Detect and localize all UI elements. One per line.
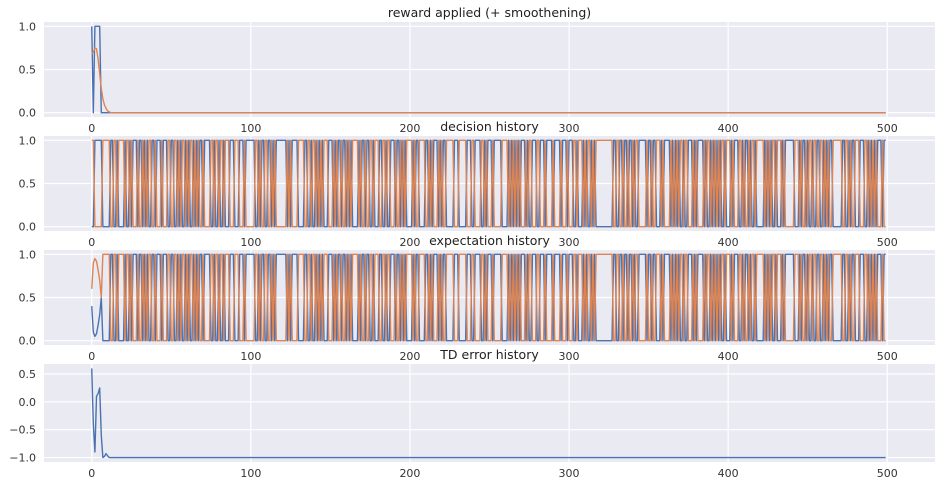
panel-decision-ytick-label: 0.0 <box>19 221 37 234</box>
panel-td-error-xtick-label: 500 <box>877 467 898 480</box>
panel-expectation-xtick-label: 0 <box>88 350 95 363</box>
panel-td-error-series-blue-line <box>91 368 886 459</box>
panel-td-error-lines <box>91 368 886 459</box>
panel-decision-lines <box>91 139 886 228</box>
panel-td-error-ytick-label: −1.0 <box>9 452 36 465</box>
panel-expectation-xtick-label: 400 <box>718 350 739 363</box>
panel-expectation-series-blue-line <box>91 253 886 342</box>
panel-reward-xtick-label: 100 <box>240 122 261 135</box>
panel-expectation-xtick-label: 200 <box>399 350 420 363</box>
panel-reward-yticks: 0.0 0.5 1.0 <box>19 20 37 119</box>
panel-td-error-xtick-label: 400 <box>718 467 739 480</box>
panel-td-error-ytick-label: −0.5 <box>9 424 36 437</box>
panel-reward-xtick-label: 0 <box>88 122 95 135</box>
panel-reward-xtick-label: 400 <box>718 122 739 135</box>
panel-decision-title: decision history <box>440 119 539 134</box>
panel-reward-ytick-label: 0.5 <box>19 64 37 77</box>
panel-decision-xtick-label: 0 <box>88 236 95 249</box>
panel-td-error-xtick-label: 200 <box>399 467 420 480</box>
panel-expectation-xtick-label: 100 <box>240 350 261 363</box>
panel-td-error-ytick-label: 0.0 <box>19 396 37 409</box>
panel-expectation-xticks: 0 100 200 300 400 500 <box>88 350 898 363</box>
panel-reward-xtick-label: 300 <box>559 122 580 135</box>
panel-reward: 0.0 0.5 1.0 0 100 200 300 400 500 reward applie… <box>19 5 935 135</box>
panel-reward-lines <box>91 25 886 114</box>
panel-decision-ytick-label: 0.5 <box>19 178 37 191</box>
panel-td-error-yticks: −1.0 −0.5 0.0 0.5 <box>9 368 36 465</box>
panel-decision-xtick-label: 500 <box>877 236 898 249</box>
panel-decision-xtick-label: 100 <box>240 236 261 249</box>
panel-reward-ytick-label: 0.0 <box>19 107 37 120</box>
panel-expectation-xtick-label: 500 <box>877 350 898 363</box>
panel-decision-xtick-label: 400 <box>718 236 739 249</box>
panel-decision-xticks: 0 100 200 300 400 500 <box>88 236 898 249</box>
panel-expectation-ytick-label: 0.0 <box>19 335 37 348</box>
panel-reward-xticks: 0 100 200 300 400 500 <box>88 122 898 135</box>
panel-td-error-xticks: 0 100 200 300 400 500 <box>88 467 898 480</box>
panel-expectation-series-orange-line <box>91 253 886 342</box>
panel-reward-series-orange-line <box>91 47 886 114</box>
panel-td-error-background <box>44 364 935 462</box>
panel-decision-yticks: 0.0 0.5 1.0 <box>19 134 37 233</box>
panel-td-error-title: TD error history <box>439 347 539 362</box>
panel-reward-xtick-label: 200 <box>399 122 420 135</box>
panel-expectation-yticks: 0.0 0.5 1.0 <box>19 248 37 347</box>
panel-reward-xtick-label: 500 <box>877 122 898 135</box>
panel-td-error-xtick-label: 0 <box>88 467 95 480</box>
panel-expectation-lines <box>91 253 886 342</box>
panel-td-error: −1.0 −0.5 0.0 0.5 0 100 200 300 400 500 TD error… <box>9 347 935 480</box>
panel-decision: 0.0 0.5 1.0 0 100 200 300 400 500 decision hist… <box>19 119 935 249</box>
panel-reward-title: reward applied (+ smoothening) <box>388 5 591 20</box>
panel-decision-series-orange-line <box>91 139 886 228</box>
panel-decision-xtick-label: 300 <box>559 236 580 249</box>
panel-reward-ytick-label: 1.0 <box>19 20 37 33</box>
panel-expectation-xtick-label: 300 <box>559 350 580 363</box>
panel-expectation-ytick-label: 0.5 <box>19 292 37 305</box>
panel-expectation: 0.0 0.5 1.0 0 100 200 300 400 500 expectation h… <box>19 233 935 363</box>
panel-reward-series-blue-line <box>91 25 886 114</box>
panel-td-error-xtick-label: 300 <box>559 467 580 480</box>
panel-td-error-xtick-label: 100 <box>240 467 261 480</box>
panel-expectation-ytick-label: 1.0 <box>19 248 37 261</box>
panel-decision-xtick-label: 200 <box>399 236 420 249</box>
panel-decision-series-blue-line <box>91 139 886 228</box>
panel-td-error-ytick-label: 0.5 <box>19 368 37 381</box>
panel-expectation-title: expectation history <box>429 233 550 248</box>
panel-decision-ytick-label: 1.0 <box>19 134 37 147</box>
